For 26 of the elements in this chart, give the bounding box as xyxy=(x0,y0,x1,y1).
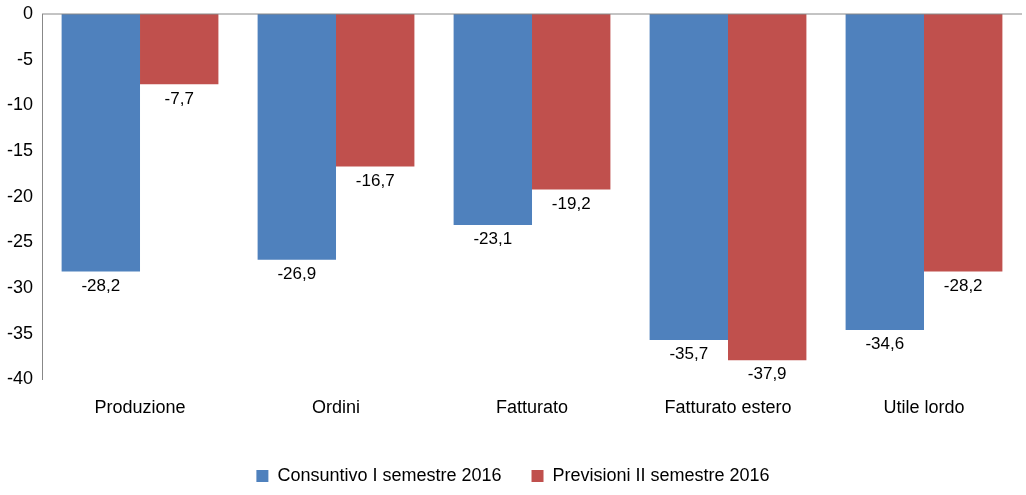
data-label: -34,6 xyxy=(865,334,905,354)
data-label: -19,2 xyxy=(551,193,591,213)
data-label: -23,1 xyxy=(473,229,513,249)
data-label: -7,7 xyxy=(164,88,194,108)
y-tick-label: -10 xyxy=(7,94,34,115)
x-tick-label: Ordini xyxy=(312,397,361,418)
y-tick-label: -30 xyxy=(7,277,34,298)
x-tick-label: Utile lordo xyxy=(883,397,965,418)
y-tick-label: 0 xyxy=(23,2,34,23)
legend-label: Consuntivo I semestre 2016 xyxy=(277,464,502,485)
data-label: -28,2 xyxy=(943,275,983,295)
data-label: -16,7 xyxy=(355,170,395,190)
y-tick-label: -35 xyxy=(7,322,34,343)
data-label: -26,9 xyxy=(277,263,317,283)
y-tick-label: -15 xyxy=(7,139,34,160)
data-label: -35,7 xyxy=(669,344,709,364)
y-tick-label: -25 xyxy=(7,231,34,252)
x-tick-label: Produzione xyxy=(94,397,186,418)
y-tick-label: -5 xyxy=(17,48,34,69)
y-tick-label: -20 xyxy=(7,185,34,206)
x-tick-label: Fatturato estero xyxy=(664,397,792,418)
x-tick-label: Fatturato xyxy=(495,397,569,418)
y-tick-label: -40 xyxy=(7,368,34,389)
data-label: -28,2 xyxy=(81,275,121,295)
data-label: -37,9 xyxy=(747,364,787,384)
legend-label: Previsioni II semestre 2016 xyxy=(552,464,770,485)
